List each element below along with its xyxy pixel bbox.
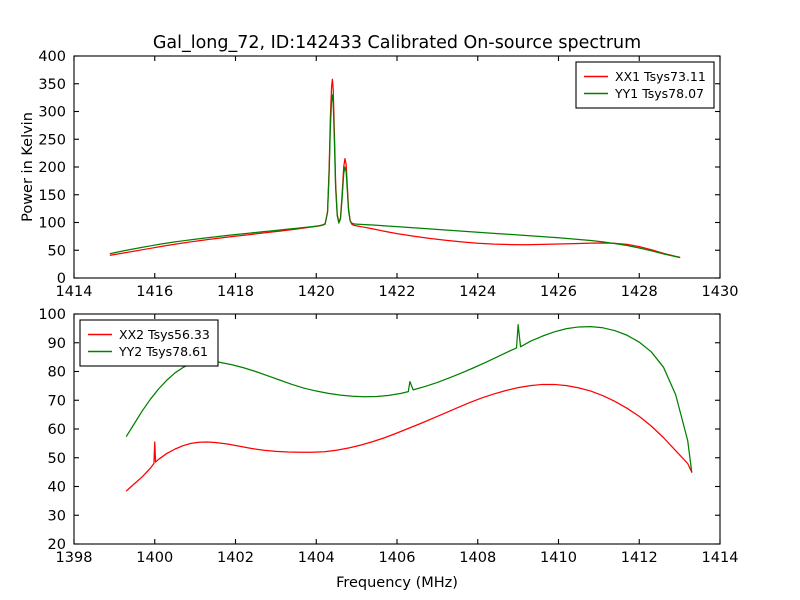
x-tick-label: 1416 [136,284,173,300]
x-tick-label: 1422 [379,284,416,300]
series-line [125,383,693,492]
y-tick-label: 70 [48,393,66,409]
y-tick-label: 100 [38,216,66,232]
x-tick-label: 1406 [379,550,416,566]
y-tick-label: 150 [38,188,66,204]
y-tick-label: 300 [38,105,66,121]
x-tick-label: 1426 [540,284,577,300]
x-tick-label: 1424 [459,284,496,300]
y-tick-label: 100 [38,307,66,323]
series-group [109,78,681,259]
y-tick-label: 0 [57,271,66,287]
y-tick-label: 90 [48,336,66,352]
x-axis-label: Frequency (MHz) [336,575,458,591]
x-tick-label: 1414 [56,284,93,300]
legend-label: XX1 Tsys73.11 [615,69,706,84]
y-tick-label: 400 [38,49,66,65]
x-tick-label: 1410 [540,550,577,566]
y-tick-label: 50 [48,451,66,467]
legend-label: XX2 Tsys56.33 [119,327,210,342]
y-tick-label: 60 [48,422,66,438]
legend: XX2 Tsys56.33 YY2 Tsys78.61 [79,319,219,367]
x-tick-label: 1428 [621,284,658,300]
x-tick-label: 1430 [702,284,739,300]
y-axis-label: Power in Kelvin [20,112,36,222]
y-tick-label: 50 [48,243,66,259]
y-tick-label: 80 [48,365,66,381]
y-tick-label: 350 [38,77,66,93]
x-tick-label: 1420 [298,284,335,300]
legend: XX1 Tsys73.11 YY1 Tsys78.07 [575,61,715,109]
y-tick-label: 20 [48,537,66,553]
x-tick-label: 1412 [621,550,658,566]
y-tick-label: 40 [48,480,66,496]
y-tick-label: 200 [38,160,66,176]
x-tick-label: 1398 [56,550,93,566]
legend-label: YY1 Tsys78.07 [614,86,704,101]
page-title: Gal_long_72, ID:142433 Calibrated On-sou… [153,33,641,53]
x-tick-label: 1402 [217,550,254,566]
x-tick-label: 1414 [702,550,739,566]
x-tick-label: 1400 [136,550,173,566]
y-tick-label: 250 [38,132,66,148]
bottom-panel: 1398 1400 1402 1404 1406 1408 1410 1412 1414 20 30… [38,307,738,591]
x-tick-label: 1418 [217,284,254,300]
top-panel: 1414 1416 1418 1420 1422 1424 1426 1428 1430 0 50 1… [20,49,738,300]
series-line [109,94,681,259]
x-tick-label: 1404 [298,550,335,566]
y-tick-label: 30 [48,508,66,524]
legend-box [575,61,715,109]
x-tick-label: 1408 [459,550,496,566]
legend-box [79,319,219,367]
legend-label: YY2 Tsys78.61 [118,344,208,359]
